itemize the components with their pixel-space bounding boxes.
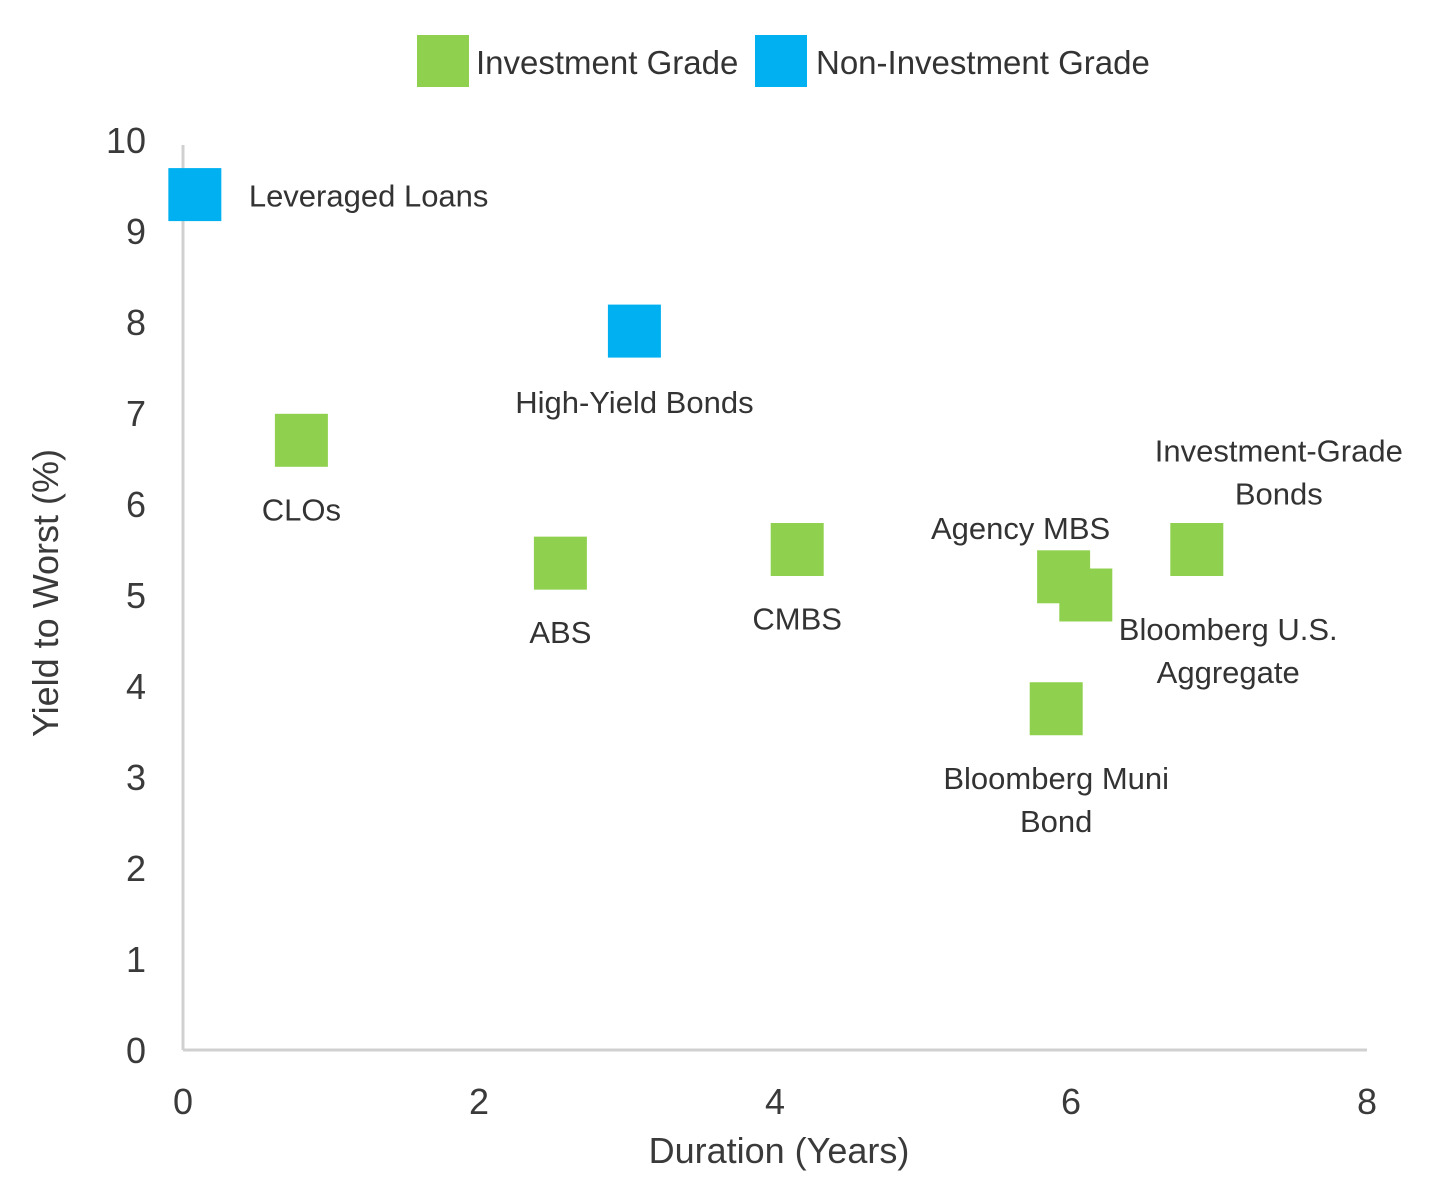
data-point-label: High-Yield Bonds	[515, 385, 753, 420]
x-axis-title: Duration (Years)	[649, 1130, 910, 1171]
data-point-label: CMBS	[752, 602, 842, 637]
y-tick-labels: 0 1 2 3 4 5 6 7 8 9 10	[106, 120, 146, 1071]
data-point-label-line: CLOs	[262, 492, 341, 527]
y-tick-label: 6	[126, 484, 146, 525]
data-point-label-line: Aggregate	[1157, 655, 1300, 690]
data-point-label: Investment-Grade Bonds	[1155, 434, 1403, 512]
y-tick-label: 3	[126, 757, 146, 798]
y-axis-title: Yield to Worst (%)	[25, 449, 66, 737]
y-tick-label: 4	[126, 666, 146, 707]
legend-label-non-investment-grade: Non-Investment Grade	[816, 44, 1150, 81]
y-tick-label: 0	[126, 1030, 146, 1071]
data-point-labels: CLOs ABS CMBS Agency MBS Bloomberg U.S. Aggre…	[249, 179, 1403, 839]
data-point-marker	[1170, 523, 1224, 576]
y-tick-label: 5	[126, 575, 146, 616]
legend-swatch-investment-grade	[417, 35, 469, 87]
y-tick-label: 7	[126, 393, 146, 434]
y-tick-label: 2	[126, 848, 146, 889]
data-point-marker	[274, 413, 328, 467]
data-point-label-line: Bloomberg Muni	[943, 761, 1169, 796]
data-point-label-line: Bloomberg U.S.	[1119, 612, 1338, 647]
data-point-label-line: Leveraged Loans	[249, 179, 489, 214]
data-point-label: Agency MBS	[931, 511, 1110, 546]
data-point-label-line: ABS	[529, 615, 591, 650]
x-tick-label: 8	[1357, 1081, 1377, 1122]
y-tick-label: 10	[106, 120, 146, 161]
data-point-label-line: CMBS	[752, 602, 842, 637]
y-tick-label: 1	[126, 939, 146, 980]
legend: Investment Grade Non-Investment Grade	[417, 35, 1150, 87]
data-point-label-line: High-Yield Bonds	[515, 385, 753, 420]
data-point-label: CLOs	[262, 492, 341, 527]
data-points	[168, 168, 1224, 736]
data-point-label-line: Bonds	[1235, 477, 1323, 512]
data-point-marker	[607, 304, 661, 358]
data-point-marker	[1029, 682, 1083, 736]
y-tick-label: 9	[126, 211, 146, 252]
data-point-marker	[168, 168, 222, 222]
y-tick-label: 8	[126, 302, 146, 343]
data-point-label: ABS	[529, 615, 591, 650]
data-point-label-line: Agency MBS	[931, 511, 1110, 546]
x-tick-labels: 0 2 4 6 8	[173, 1081, 1377, 1122]
x-tick-label: 0	[173, 1081, 193, 1122]
data-point-label-line: Investment-Grade	[1155, 434, 1403, 469]
data-point-marker	[533, 536, 587, 590]
data-point-label-line: Bond	[1020, 804, 1092, 839]
data-point-label: Leveraged Loans	[249, 179, 489, 214]
x-tick-label: 2	[469, 1081, 489, 1122]
data-point-marker	[770, 523, 824, 576]
data-point-marker	[1059, 568, 1113, 622]
x-tick-label: 6	[1061, 1081, 1081, 1122]
data-point-label: Bloomberg U.S. Aggregate	[1119, 612, 1338, 690]
legend-label-investment-grade: Investment Grade	[476, 44, 738, 81]
legend-swatch-non-investment-grade	[755, 35, 807, 87]
data-point-label: Bloomberg Muni Bond	[943, 761, 1169, 839]
x-tick-label: 4	[765, 1081, 785, 1122]
